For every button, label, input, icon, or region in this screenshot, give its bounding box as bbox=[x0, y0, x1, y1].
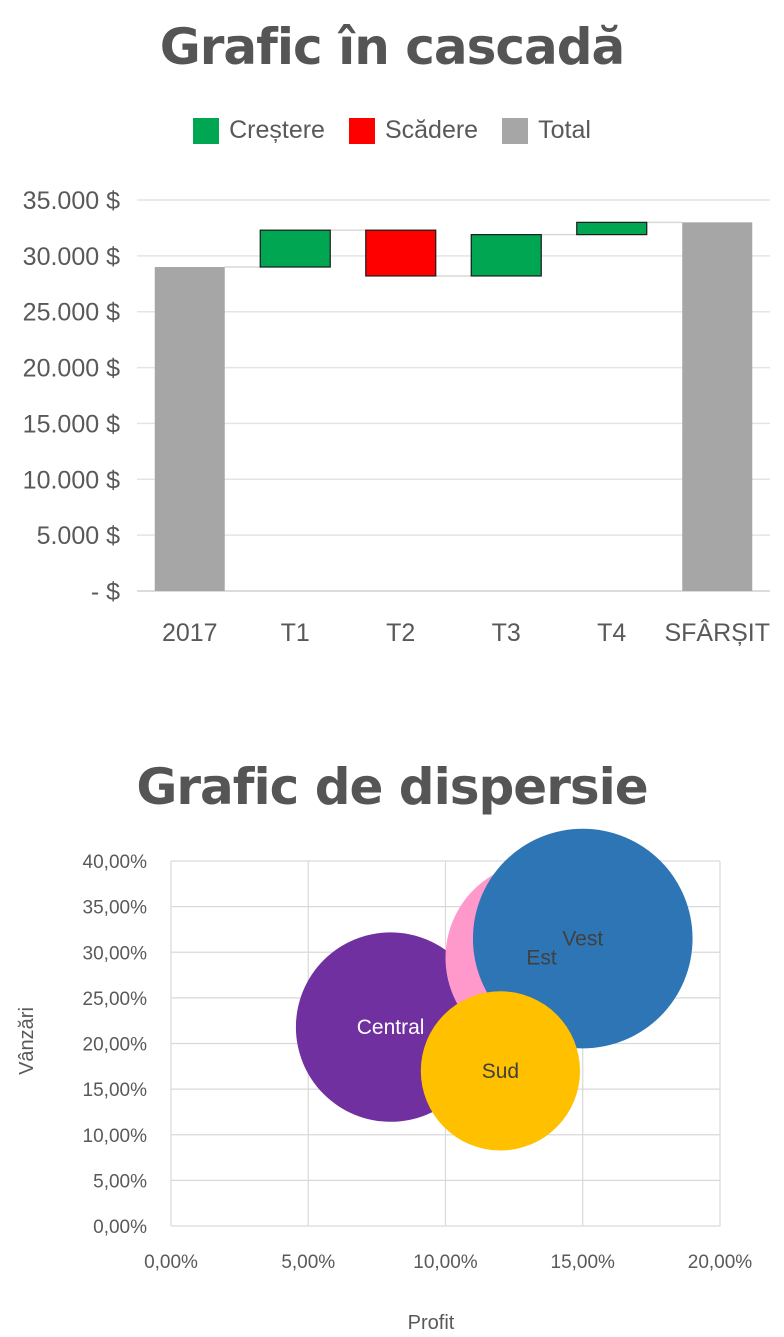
legend-label-total: Total bbox=[538, 116, 591, 144]
y-tick-label: 35,00% bbox=[83, 898, 148, 919]
x-tick-label: 15,00% bbox=[551, 1252, 616, 1273]
y-tick-label: 10.000 $ bbox=[23, 466, 120, 494]
legend-swatch-total bbox=[502, 117, 529, 144]
legend-label-decrease: Scădere bbox=[384, 116, 479, 144]
y-tick-label: 10,00% bbox=[83, 1126, 148, 1147]
x-tick-label: 2017 bbox=[162, 619, 218, 647]
y-tick-label: 15,00% bbox=[83, 1080, 148, 1101]
legend-item-decrease: Scădere bbox=[348, 116, 479, 145]
waterfall-chart-title: Grafic în cascadă bbox=[159, 18, 626, 76]
bubble-label-central: Central bbox=[357, 1016, 425, 1039]
y-tick-label: 5.000 $ bbox=[37, 522, 121, 550]
bar-increase bbox=[259, 229, 331, 268]
bubble-label-vest: Vest bbox=[562, 928, 603, 951]
waterfall-legend: Creștere Scădere Total bbox=[0, 116, 784, 145]
legend-swatch-increase bbox=[193, 117, 220, 144]
legend-swatch-decrease bbox=[348, 117, 375, 144]
x-tick-label: 10,00% bbox=[413, 1252, 478, 1273]
x-tick-label: T4 bbox=[597, 619, 626, 647]
x-tick-label: 0,00% bbox=[144, 1252, 198, 1273]
scatter-chart-title: Grafic de dispersie bbox=[136, 758, 648, 816]
y-tick-label: 5,00% bbox=[93, 1171, 147, 1192]
y-tick-label: - $ bbox=[91, 578, 120, 606]
x-tick-label: T3 bbox=[492, 619, 521, 647]
y-tick-label: 0,00% bbox=[93, 1217, 147, 1238]
y-tick-label: 30,00% bbox=[83, 943, 148, 964]
bar-increase bbox=[470, 234, 542, 277]
bar-decrease bbox=[365, 229, 437, 277]
y-tick-label: 25,00% bbox=[83, 989, 148, 1010]
bubble-sud bbox=[420, 991, 581, 1151]
x-tick-label: T2 bbox=[386, 619, 415, 647]
bar-total bbox=[154, 267, 225, 591]
x-tick-label: 5,00% bbox=[281, 1252, 335, 1273]
y-tick-label: 20.000 $ bbox=[23, 355, 120, 383]
y-axis-title: Vânzări bbox=[16, 1007, 38, 1075]
bar-total bbox=[682, 222, 753, 592]
bubble-label-est: Est bbox=[526, 947, 557, 970]
y-tick-label: 30.000 $ bbox=[23, 243, 120, 271]
y-tick-label: 35.000 $ bbox=[23, 187, 120, 215]
x-tick-label: T1 bbox=[281, 619, 310, 647]
x-tick-label: 20,00% bbox=[688, 1252, 753, 1273]
legend-item-increase: Creștere bbox=[193, 116, 325, 145]
x-axis-title: Profit bbox=[408, 1312, 455, 1334]
legend-item-total: Total bbox=[502, 116, 591, 145]
y-tick-label: 15.000 $ bbox=[23, 410, 120, 438]
bubble-label-sud: Sud bbox=[482, 1060, 519, 1083]
legend-label-increase: Creștere bbox=[229, 116, 325, 144]
bar-increase bbox=[576, 221, 648, 236]
bubble-vest bbox=[472, 828, 693, 1049]
y-tick-label: 25.000 $ bbox=[23, 299, 120, 327]
y-tick-label: 40,00% bbox=[83, 852, 148, 873]
y-tick-label: 20,00% bbox=[83, 1035, 148, 1056]
waterfall-chart: - $ 5.000 $ 10.000 $ 15.000 $ 20.000 $ 25.000… bbox=[23, 187, 770, 647]
x-tick-label: SFÂRȘIT bbox=[664, 618, 770, 647]
